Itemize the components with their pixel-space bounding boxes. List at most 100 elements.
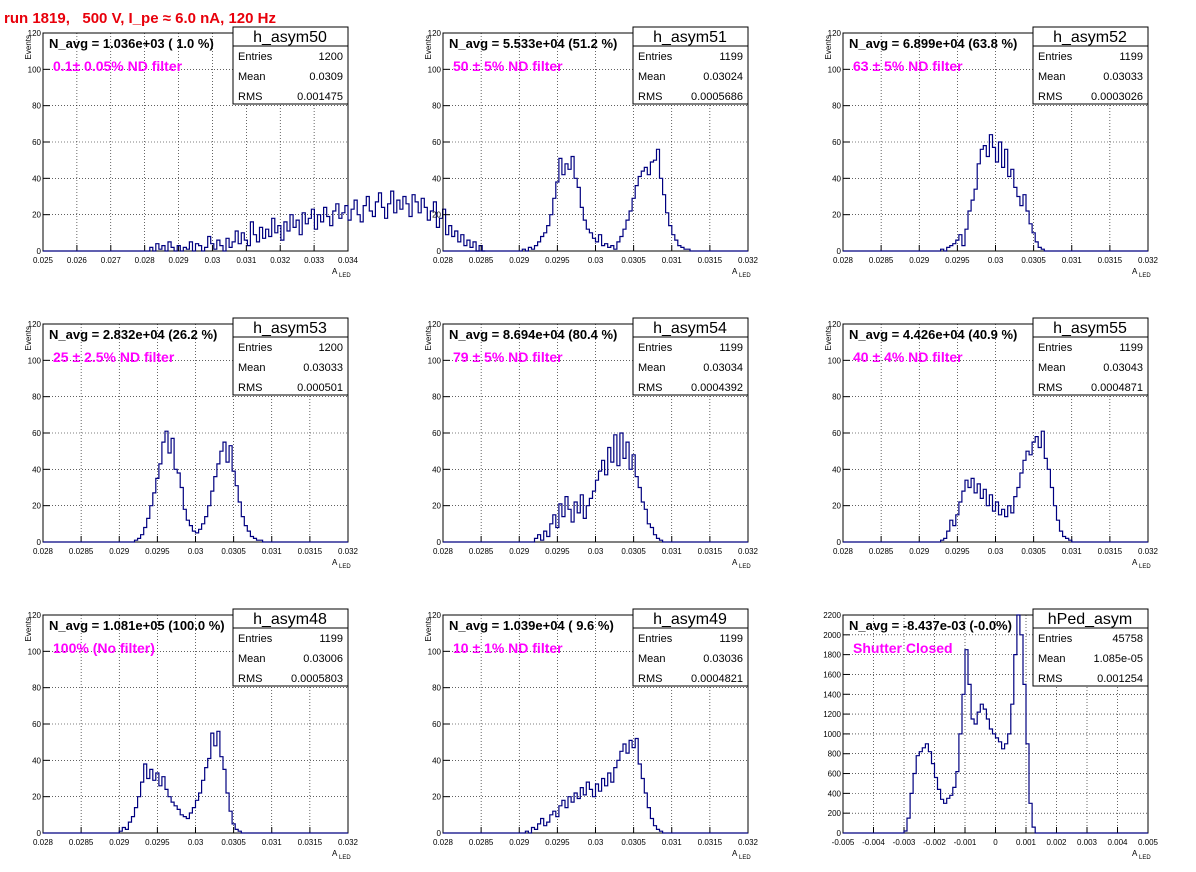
x-tick-label: 0.0305 bbox=[1021, 256, 1046, 265]
y-tick-label: 2200 bbox=[823, 611, 841, 620]
x-tick-label: 0.03 bbox=[988, 256, 1004, 265]
stats-value-mean: 1.085e-05 bbox=[1093, 653, 1143, 665]
stats-value-mean: 0.03033 bbox=[303, 362, 343, 374]
y-tick-label: 0 bbox=[437, 829, 442, 838]
stats-value-rms: 0.001254 bbox=[1097, 673, 1143, 685]
stats-value-mean: 0.03006 bbox=[303, 653, 343, 665]
filter-annotation: 79 ± 5% ND filter bbox=[453, 349, 563, 365]
y-tick-label: 400 bbox=[828, 789, 842, 798]
histogram-panel-h_asym52: 0.028 0.0285 0.029 0.0295 0.03 0.0305 0.031 0.0… bbox=[824, 26, 1159, 279]
stats-value-mean: 0.03024 bbox=[703, 71, 743, 83]
stats-label-entries: Entries bbox=[1038, 51, 1073, 63]
x-axis-label-subscript: LED bbox=[1139, 273, 1151, 279]
x-tick-label: 0.002 bbox=[1046, 838, 1067, 847]
y-tick-label: 0 bbox=[437, 247, 442, 256]
x-tick-label: 0.0315 bbox=[698, 838, 723, 847]
stats-label-entries: Entries bbox=[1038, 342, 1073, 354]
x-tick-label: 0.028 bbox=[833, 547, 854, 556]
stats-label-entries: Entries bbox=[638, 633, 673, 645]
histogram-panel-hPed_asym: -0.005 -0.004 -0.003 -0.002 -0.001 0 0.001 0.00… bbox=[823, 608, 1159, 861]
x-tick-label: 0.028 bbox=[33, 838, 54, 847]
histogram-name: hPed_asym bbox=[1048, 611, 1133, 628]
stats-label-mean: Mean bbox=[238, 71, 266, 83]
x-tick-label: 0.032 bbox=[1138, 256, 1159, 265]
x-tick-label: 0.03 bbox=[588, 838, 604, 847]
y-axis-label: Events bbox=[424, 326, 433, 350]
stats-label-mean: Mean bbox=[638, 71, 666, 83]
x-tick-label: 0.0305 bbox=[1021, 547, 1046, 556]
n-avg-header: N_avg = 1.036e+03 ( 1.0 %) bbox=[49, 36, 214, 51]
n-avg-header: N_avg = 5.533e+04 (51.2 %) bbox=[449, 36, 617, 51]
y-tick-label: 600 bbox=[828, 770, 842, 779]
y-tick-label: 80 bbox=[832, 102, 841, 111]
x-tick-label: 0.029 bbox=[509, 547, 530, 556]
y-axis-label: Events bbox=[24, 326, 33, 350]
x-tick-label: 0.0285 bbox=[69, 838, 94, 847]
y-tick-label: 40 bbox=[832, 174, 841, 183]
x-tick-label: 0.032 bbox=[1138, 547, 1159, 556]
x-tick-label: 0.031 bbox=[262, 547, 283, 556]
stats-value-entries: 1199 bbox=[719, 633, 743, 645]
x-tick-label: 0.029 bbox=[169, 256, 190, 265]
filter-annotation: 100% (No filter) bbox=[53, 640, 155, 656]
histogram-name: h_asym50 bbox=[253, 29, 327, 46]
x-tick-label: 0.0305 bbox=[221, 547, 246, 556]
x-tick-label: 0 bbox=[993, 838, 998, 847]
histogram-name: h_asym55 bbox=[1053, 320, 1127, 337]
x-axis-label: A bbox=[1132, 849, 1138, 858]
n-avg-header: N_avg = 4.426e+04 (40.9 %) bbox=[849, 327, 1017, 342]
x-axis-label-subscript: LED bbox=[1139, 564, 1151, 570]
x-tick-label: 0.03 bbox=[188, 838, 204, 847]
y-tick-label: 80 bbox=[32, 102, 41, 111]
x-tick-label: -0.004 bbox=[862, 838, 885, 847]
stats-label-mean: Mean bbox=[638, 653, 666, 665]
stats-value-rms: 0.0005803 bbox=[291, 673, 343, 685]
y-tick-label: 20 bbox=[432, 793, 441, 802]
stats-value-rms: 0.0004392 bbox=[691, 382, 743, 394]
histogram-panel-h_asym48: 0.028 0.0285 0.029 0.0295 0.03 0.0305 0.031 0.0… bbox=[24, 608, 359, 861]
x-tick-label: 0.029 bbox=[909, 256, 930, 265]
x-axis-label: A bbox=[732, 558, 738, 567]
histogram-name: h_asym54 bbox=[653, 320, 727, 337]
x-tick-label: 0.0295 bbox=[545, 547, 570, 556]
histogram-name: h_asym49 bbox=[653, 611, 727, 628]
x-tick-label: -0.002 bbox=[923, 838, 946, 847]
histogram-name: h_asym48 bbox=[253, 611, 327, 628]
x-tick-label: 0.033 bbox=[304, 256, 325, 265]
y-tick-label: 40 bbox=[32, 465, 41, 474]
stats-value-rms: 0.001475 bbox=[297, 91, 343, 103]
x-tick-label: 0.0295 bbox=[545, 256, 570, 265]
x-tick-label: 0.03 bbox=[588, 547, 604, 556]
stats-label-mean: Mean bbox=[1038, 71, 1066, 83]
stats-value-entries: 1200 bbox=[319, 342, 343, 354]
n-avg-header: N_avg = 1.081e+05 (100.0 %) bbox=[49, 618, 225, 633]
x-tick-label: 0.0295 bbox=[145, 838, 170, 847]
stats-label-mean: Mean bbox=[638, 362, 666, 374]
x-tick-label: 0.0315 bbox=[698, 547, 723, 556]
stats-value-entries: 1199 bbox=[1119, 51, 1143, 63]
y-tick-label: 20 bbox=[832, 211, 841, 220]
x-tick-label: 0.025 bbox=[33, 256, 54, 265]
filter-annotation: 0.1± 0.05% ND filter bbox=[53, 58, 183, 74]
y-tick-label: 20 bbox=[32, 502, 41, 511]
n-avg-header: N_avg = 1.039e+04 ( 9.6 %) bbox=[449, 618, 614, 633]
stats-box bbox=[1032, 317, 1149, 396]
y-tick-label: 80 bbox=[32, 684, 41, 693]
histogram-panel-h_asym50: 0.025 0.026 0.027 0.028 0.029 0.03 0.031 0.032 0… bbox=[24, 26, 486, 279]
n-avg-header: N_avg = 8.694e+04 (80.4 %) bbox=[449, 327, 617, 342]
histogram-line bbox=[843, 430, 1148, 543]
histogram-panel-h_asym55: 0.028 0.0285 0.029 0.0295 0.03 0.0305 0.031 0.0… bbox=[824, 317, 1159, 570]
histogram-name: h_asym52 bbox=[1053, 29, 1127, 46]
y-tick-label: 20 bbox=[32, 793, 41, 802]
x-tick-label: 0.029 bbox=[109, 838, 130, 847]
stats-label-rms: RMS bbox=[638, 91, 662, 103]
stats-label-entries: Entries bbox=[238, 51, 273, 63]
stats-value-rms: 0.0003026 bbox=[1091, 91, 1143, 103]
x-tick-label: 0.0315 bbox=[298, 838, 323, 847]
x-tick-label: 0.03 bbox=[988, 547, 1004, 556]
x-tick-label: 0.029 bbox=[509, 838, 530, 847]
y-tick-label: 1600 bbox=[823, 670, 841, 679]
x-axis-label-subscript: LED bbox=[739, 855, 751, 861]
stats-label-rms: RMS bbox=[238, 673, 262, 685]
x-axis-label: A bbox=[332, 849, 338, 858]
